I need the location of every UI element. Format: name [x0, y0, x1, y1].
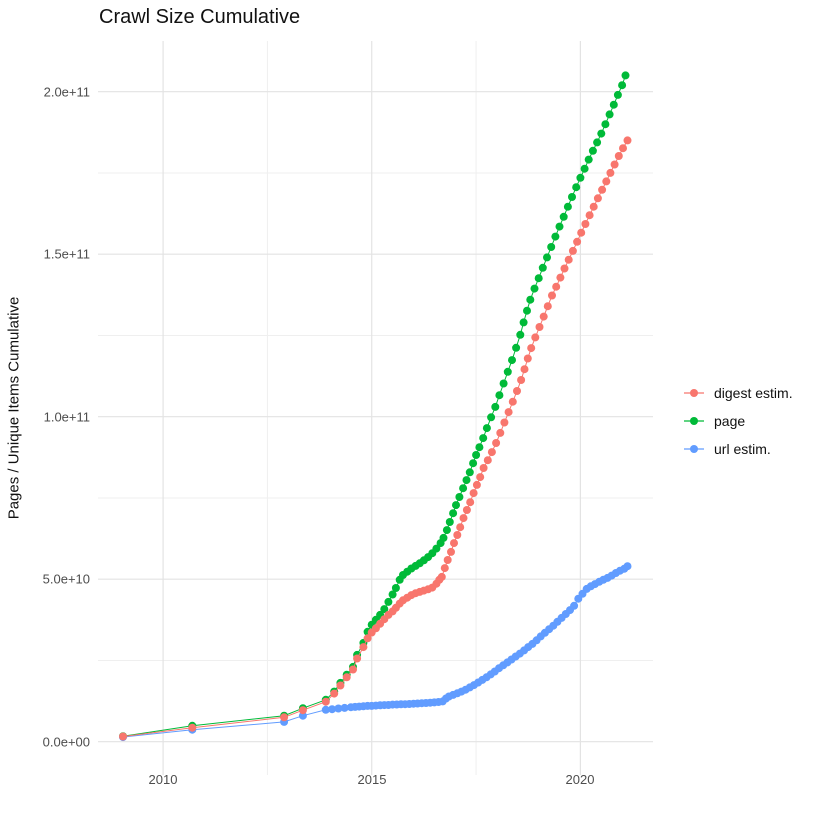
y-tick-1: 5.0e+10: [42, 571, 90, 587]
legend-item-digest-estim: digest estim.: [683, 379, 793, 407]
x-tick-2020: 2020: [565, 772, 595, 787]
legend-label-url-estim: url estim.: [714, 441, 771, 457]
y-tick-0: 0.0e+00: [42, 734, 90, 750]
legend-key-page-icon: [684, 417, 704, 425]
chart-title: Crawl Size Cumulative: [99, 6, 301, 28]
y-tick-4: 2.0e+11: [43, 84, 90, 100]
x-tick-2010: 2010: [148, 772, 178, 787]
legend-key-digest-estim-icon: [684, 389, 704, 397]
legend-key-url-estim-icon: [684, 445, 704, 453]
legend-label-digest-estim: digest estim.: [714, 385, 793, 401]
plot-panel: [98, 41, 653, 775]
legend: digest estim. page url estim.: [683, 379, 793, 463]
legend-label-page: page: [714, 413, 746, 429]
y-axis-title-text: Pages / Unique Items Cumulative: [5, 296, 23, 520]
x-tick-2015: 2015: [357, 772, 387, 787]
legend-item-page: page: [683, 407, 793, 435]
y-tick-2: 1.0e+11: [43, 409, 90, 425]
legend-item-url-estim: url estim.: [683, 435, 793, 463]
y-tick-3: 1.5e+11: [43, 246, 90, 262]
